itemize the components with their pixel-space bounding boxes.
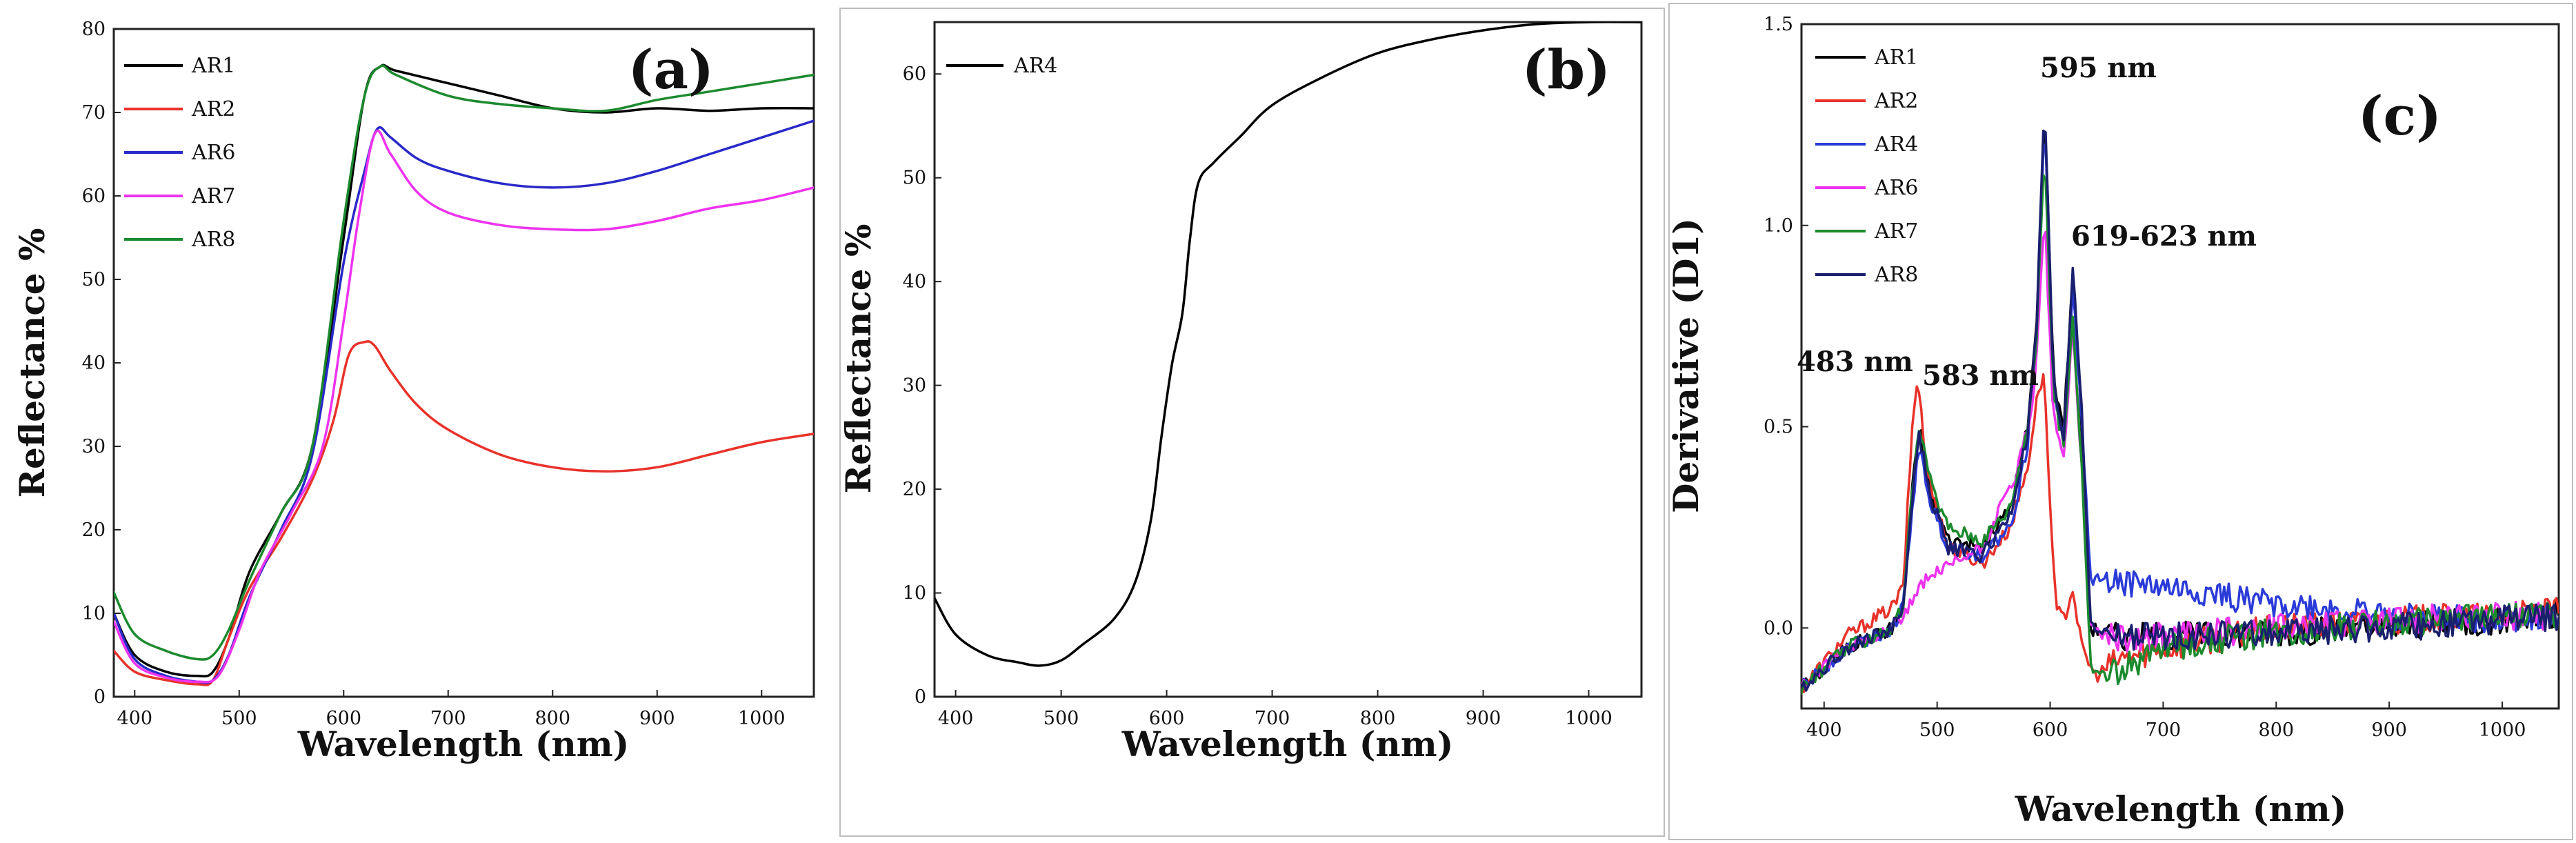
x-tick-label-900: 900 bbox=[1466, 708, 1501, 729]
panel-c-legend: AR1 AR2 AR4 AR6 AR7 AR8 bbox=[1815, 46, 1918, 287]
x-tick-label-500: 500 bbox=[1044, 708, 1079, 729]
x-tick-label-700: 700 bbox=[430, 708, 466, 729]
legend-label-ar4: AR4 bbox=[1013, 54, 1057, 78]
series-ar8-line bbox=[1801, 129, 2559, 692]
legend-label-ar8: AR8 bbox=[1874, 263, 1918, 287]
legend-label-ar2: AR2 bbox=[191, 97, 235, 121]
y-tick-label-1: 1.0 bbox=[1764, 215, 1793, 237]
legend-label-ar4: AR4 bbox=[1874, 132, 1918, 157]
panel-a-ticks-layer: 400 500 600 700 800 900 1000 0 10 20 30 40 50 60 70 80 bbox=[82, 19, 786, 729]
panel-b-series-layer bbox=[935, 22, 1641, 667]
panel-b-y-axis-label: Reflectance % bbox=[838, 224, 879, 494]
legend-label-ar1: AR1 bbox=[1874, 46, 1918, 70]
x-tick-label-800: 800 bbox=[1360, 708, 1396, 729]
panel-c-annotation-483nm: 483 nm bbox=[1797, 346, 1913, 378]
x-tick-label-500: 500 bbox=[221, 708, 257, 729]
y-tick-label-30: 30 bbox=[82, 436, 106, 457]
series-ar1-line bbox=[1801, 131, 2559, 694]
x-tick-label-1000: 1000 bbox=[2479, 720, 2526, 741]
series-ar2-line bbox=[114, 340, 814, 686]
panel-c-label: (c) bbox=[2358, 85, 2442, 148]
panel-a-x-axis-label: Wavelength (nm) bbox=[297, 724, 630, 764]
y-tick-label-40: 40 bbox=[903, 271, 926, 292]
x-tick-label-500: 500 bbox=[1919, 720, 1955, 741]
x-tick-label-800: 800 bbox=[535, 708, 570, 729]
series-ar1-line bbox=[114, 63, 814, 678]
y-tick-label-50: 50 bbox=[82, 269, 106, 290]
panel-a: 400 500 600 700 800 900 100001020304050607080 … bbox=[12, 19, 815, 764]
y-tick-label-0: 0 bbox=[915, 686, 926, 708]
panel-b-legend: AR4 bbox=[946, 54, 1057, 78]
y-tick-label-70: 70 bbox=[82, 102, 106, 123]
x-tick-label-1000: 1000 bbox=[1565, 708, 1613, 729]
panel-c-y-axis-label: Derivative (D1) bbox=[1666, 218, 1706, 513]
panel-b-x-axis-label: Wavelength (nm) bbox=[1121, 724, 1454, 764]
legend-label-ar8: AR8 bbox=[191, 228, 235, 252]
panel-b-ticks-layer: 400 500 600 700 800 900 1000 0 10 20 30 40 50 60 bbox=[903, 63, 1613, 729]
y-tick-label-20: 20 bbox=[82, 519, 106, 541]
x-tick-label-400: 400 bbox=[117, 708, 153, 729]
series-ar7-line bbox=[1801, 174, 2559, 695]
x-tick-label-400: 400 bbox=[1806, 720, 1842, 741]
panel-c: 400 500 600 700 800 900 1000 0.0 0.5 1.0 1.5 Wavel… bbox=[1666, 3, 2573, 840]
series-ar8-line bbox=[114, 64, 814, 661]
panel-c-series-layer bbox=[1801, 129, 2559, 695]
panel-a-series-layer bbox=[114, 63, 814, 686]
legend-label-ar6: AR6 bbox=[1874, 176, 1918, 200]
x-tick-label-600: 600 bbox=[2033, 720, 2068, 741]
legend-label-ar6: AR6 bbox=[191, 141, 235, 165]
y-tick-label-10: 10 bbox=[903, 583, 926, 604]
y-tick-label-30: 30 bbox=[903, 375, 926, 397]
series-ar4-line bbox=[935, 22, 1641, 667]
x-tick-label-600: 600 bbox=[326, 708, 362, 729]
panel-b-outer-frame bbox=[839, 8, 1665, 837]
y-tick-label-0: 0.0 bbox=[1764, 617, 1793, 639]
x-tick-label-600: 600 bbox=[1149, 708, 1185, 729]
panel-c-x-axis-label: Wavelength (nm) bbox=[2015, 789, 2347, 829]
panel-a-label: (a) bbox=[628, 39, 714, 101]
panel-b-axes-frame bbox=[933, 21, 1643, 698]
legend-label-ar7: AR7 bbox=[191, 184, 235, 208]
legend-label-ar2: AR2 bbox=[1874, 89, 1918, 113]
y-tick-label-50: 50 bbox=[903, 168, 926, 189]
y-tick-label-1.5: 1.5 bbox=[1764, 14, 1793, 35]
panel-a-y-axis-label: Reflectance % bbox=[12, 228, 52, 498]
x-tick-label-700: 700 bbox=[2146, 720, 2181, 741]
x-tick-label-1000: 1000 bbox=[738, 708, 786, 729]
x-tick-label-800: 800 bbox=[2259, 720, 2295, 741]
panel-b: 400 500 600 700 800 900 1000 0 10 20 30 40 50 60 Wave… bbox=[838, 8, 1665, 837]
y-tick-label-10: 10 bbox=[82, 603, 106, 624]
panel-b-label: (b) bbox=[1522, 39, 1610, 101]
y-tick-label-20: 20 bbox=[903, 479, 926, 500]
y-tick-label-60: 60 bbox=[903, 63, 926, 85]
panel-c-annotation-595nm: 595 nm bbox=[2040, 52, 2157, 84]
panel-a-axes-frame bbox=[112, 28, 815, 698]
panel-c-annotation-583nm: 583 nm bbox=[1922, 359, 2039, 392]
series-ar7-line bbox=[114, 130, 814, 684]
x-tick-label-900: 900 bbox=[2371, 720, 2407, 741]
panel-c-ticks-layer: 400 500 600 700 800 900 1000 0.0 0.5 1.0 1.5 bbox=[1764, 14, 2526, 741]
x-tick-label-400: 400 bbox=[938, 708, 974, 729]
y-tick-label-0.5: 0.5 bbox=[1764, 417, 1793, 438]
panel-c-annotation-619-623nm: 619-623 nm bbox=[2071, 220, 2257, 252]
legend-label-ar7: AR7 bbox=[1874, 219, 1918, 244]
y-tick-label-80: 80 bbox=[82, 19, 106, 40]
y-tick-label-40: 40 bbox=[82, 353, 106, 374]
panel-a-legend: AR1 AR2 AR6 AR7 AR8 bbox=[124, 54, 235, 252]
panel-c-outer-frame bbox=[1668, 3, 2573, 840]
y-tick-label-60: 60 bbox=[82, 186, 106, 207]
y-tick-label-0: 0 bbox=[94, 686, 106, 708]
panel-c-axes-frame bbox=[1800, 23, 2560, 710]
legend-label-ar1: AR1 bbox=[191, 54, 235, 78]
x-tick-label-900: 900 bbox=[639, 708, 675, 729]
x-tick-label-700: 700 bbox=[1255, 708, 1290, 729]
